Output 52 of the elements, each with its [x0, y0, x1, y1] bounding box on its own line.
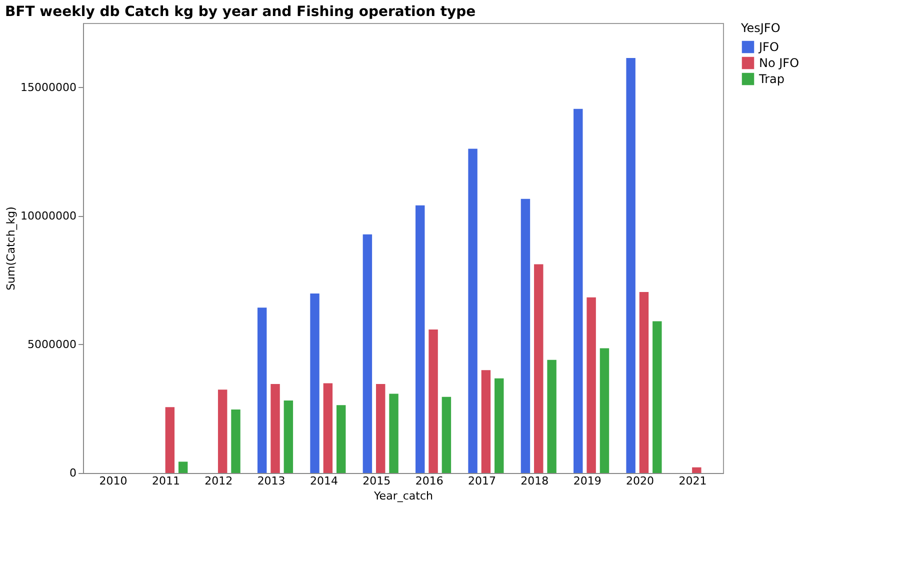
x-tick-label: 2015 — [362, 474, 391, 488]
bar — [468, 148, 478, 473]
legend-label: No JFO — [759, 56, 800, 70]
bar — [442, 396, 452, 473]
bar — [494, 378, 504, 473]
legend-label: JFO — [758, 40, 779, 54]
y-tick-label: 0 — [70, 466, 76, 480]
bar — [574, 108, 583, 473]
bar — [165, 407, 175, 473]
bar — [481, 370, 491, 473]
x-tick-label: 2021 — [678, 474, 707, 488]
bar — [284, 400, 294, 473]
bar — [600, 348, 610, 473]
bar — [257, 308, 267, 473]
x-tick-label: 2018 — [520, 474, 549, 488]
bar — [652, 321, 662, 473]
bar — [310, 294, 320, 473]
x-axis-title: Year_catch — [373, 490, 433, 502]
x-tick-label: 2020 — [626, 474, 654, 488]
x-tick-label: 2013 — [257, 474, 286, 488]
bar — [639, 292, 649, 473]
x-tick-label: 2014 — [310, 474, 338, 488]
x-tick-label: 2019 — [573, 474, 602, 488]
bar — [362, 234, 372, 473]
x-tick-label: 2017 — [468, 474, 496, 488]
legend-label: Trap — [758, 72, 784, 86]
bar — [178, 462, 188, 473]
bar — [520, 198, 530, 473]
bar — [626, 58, 636, 473]
bar — [336, 405, 346, 473]
y-axis-title: Sum(Catch_kg) — [4, 206, 18, 290]
bar — [376, 384, 386, 473]
legend-title: YesJFO — [740, 21, 780, 35]
x-tick-label: 2012 — [204, 474, 233, 488]
y-tick-label: 15000000 — [20, 80, 76, 94]
y-tick-label: 5000000 — [28, 338, 76, 351]
bar — [586, 297, 596, 473]
bar — [547, 360, 556, 473]
bar — [218, 390, 228, 473]
bar — [534, 264, 544, 473]
x-tick-label: 2010 — [99, 474, 128, 488]
x-tick-label: 2011 — [152, 474, 180, 488]
bar — [428, 330, 438, 473]
bar — [231, 409, 240, 473]
y-tick-label: 10000000 — [20, 209, 76, 222]
bar — [389, 394, 398, 473]
bar — [270, 384, 280, 473]
x-tick-label: 2016 — [415, 474, 444, 488]
chart-title: BFT weekly db Catch kg by year and Fishing operation type — [5, 4, 476, 20]
bar — [692, 467, 702, 473]
bar — [416, 205, 425, 473]
bar — [323, 383, 333, 473]
